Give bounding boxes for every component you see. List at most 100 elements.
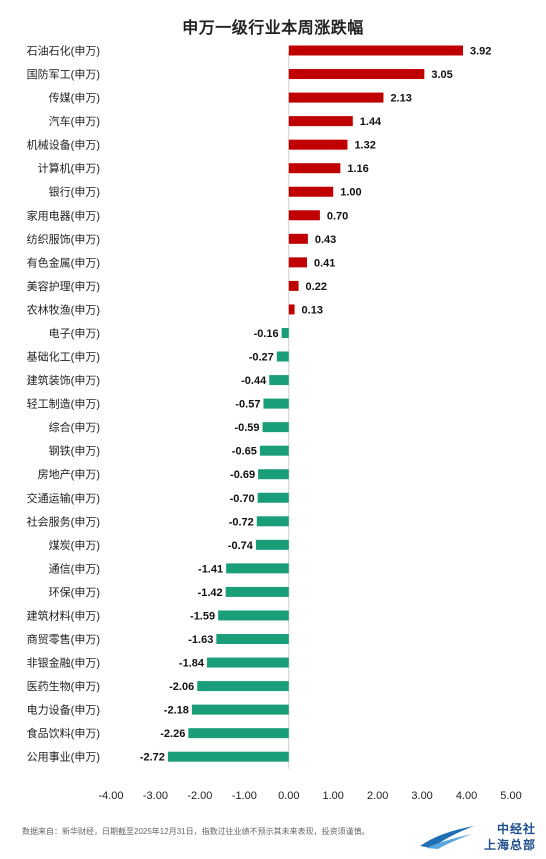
category-label: 机械设备(申万) (27, 138, 100, 152)
value-label: 1.32 (354, 140, 375, 152)
value-label: -1.42 (198, 587, 223, 599)
bar-18 (258, 469, 289, 480)
bar-3 (288, 116, 353, 127)
value-label: -1.41 (198, 563, 223, 575)
x-tick-label: 4.00 (456, 790, 477, 802)
x-tick-label: -3.00 (143, 790, 168, 802)
value-label: -2.72 (140, 752, 165, 764)
value-label: 1.16 (347, 163, 368, 175)
value-label: 2.13 (390, 93, 411, 105)
category-label: 综合(申万) (49, 420, 100, 434)
bar-9 (288, 257, 307, 268)
category-label: 社会服务(申万) (27, 514, 100, 528)
category-label: 银行(申万) (49, 185, 100, 199)
value-label: -0.74 (228, 540, 254, 552)
value-label: 0.13 (302, 304, 323, 316)
category-label: 电子(申万) (49, 327, 100, 340)
category-label: 家用电器(申万) (27, 208, 100, 222)
bar-22 (226, 563, 289, 574)
category-label: 食品饮料(申万) (27, 726, 100, 740)
value-label: -0.72 (229, 516, 254, 528)
bar-17 (259, 445, 289, 456)
category-label: 非银金融(申万) (27, 656, 100, 670)
bar-10 (288, 280, 299, 291)
value-label: -1.59 (190, 610, 215, 622)
data-source-note: 数据来自：新华财经，日期截至2025年12月31日，指数过往业绩不预示其未来表现… (22, 827, 370, 836)
bar-24 (218, 610, 289, 621)
category-label: 钢铁(申万) (49, 445, 100, 458)
category-label: 商贸零售(申万) (27, 632, 100, 646)
value-label: -1.84 (179, 658, 205, 670)
bar-16 (262, 422, 289, 433)
category-label: 国防军工(申万) (27, 67, 100, 81)
x-tick-label: -1.00 (232, 790, 257, 802)
value-label: -0.65 (232, 446, 257, 458)
category-label: 轻工制造(申万) (27, 397, 100, 411)
value-label: 0.70 (327, 210, 348, 222)
bar-13 (276, 351, 289, 362)
bar-29 (188, 728, 289, 739)
category-label: 石油石化(申万) (27, 44, 100, 58)
value-label: -0.69 (230, 469, 255, 481)
value-label: -0.59 (234, 422, 259, 434)
value-label: 0.41 (314, 257, 335, 269)
bar-11 (288, 304, 295, 315)
category-label: 环保(申万) (49, 585, 100, 599)
value-label: 0.43 (315, 234, 336, 246)
bar-6 (288, 186, 334, 197)
bar-4 (288, 139, 348, 150)
category-label: 农林牧渔(申万) (27, 302, 100, 316)
bar-5 (288, 163, 341, 174)
value-label: 1.00 (340, 187, 361, 199)
value-label: -2.26 (160, 728, 185, 740)
category-label: 建筑装饰(申万) (27, 373, 100, 387)
x-tick-label: 5.00 (500, 790, 521, 802)
value-label: -2.18 (164, 705, 189, 717)
x-tick-label: -2.00 (187, 790, 212, 802)
value-label: -0.57 (235, 399, 260, 411)
bar-0 (288, 45, 463, 56)
bar-20 (256, 516, 289, 527)
x-tick-label: 0.00 (278, 790, 299, 802)
logo-line2: 上海总部 (483, 838, 536, 852)
bar-12 (281, 327, 289, 338)
category-label: 建筑材料(申万) (27, 608, 100, 622)
category-label: 交通运输(申万) (27, 491, 100, 505)
bar-7 (288, 210, 320, 221)
bar-2 (288, 92, 384, 103)
bar-1 (288, 69, 425, 80)
value-label: 0.22 (306, 281, 327, 293)
category-label: 基础化工(申万) (27, 350, 100, 364)
category-label: 传媒(申万) (49, 92, 100, 105)
bar-25 (216, 634, 289, 644)
bar-28 (191, 704, 289, 715)
bar-14 (269, 375, 289, 386)
value-label: 1.44 (360, 116, 382, 128)
value-label: -0.27 (249, 352, 274, 364)
publisher-logo: 中经社 上海总部 (418, 818, 536, 852)
category-label: 美容护理(申万) (27, 279, 100, 293)
category-label: 煤炭(申万) (49, 539, 100, 552)
bar-15 (263, 398, 289, 409)
x-tick-label: 1.00 (323, 790, 344, 802)
bar-27 (197, 681, 289, 692)
value-label: 3.92 (470, 46, 491, 58)
value-label: -0.44 (241, 375, 267, 387)
bar-30 (167, 751, 289, 762)
logo-swoosh-icon (420, 826, 474, 849)
category-label: 医药生物(申万) (27, 679, 100, 693)
x-tick-label: 3.00 (411, 790, 432, 802)
logo-line1: 中经社 (496, 822, 536, 836)
category-label: 计算机(申万) (38, 161, 100, 175)
chart-title: 申万一级行业本周涨跌幅 (182, 20, 364, 37)
category-label: 纺织服饰(申万) (27, 232, 100, 246)
category-label: 公用事业(申万) (27, 751, 100, 764)
category-label: 有色金属(申万) (27, 255, 100, 269)
bar-23 (225, 586, 289, 597)
x-tick-label: -4.00 (98, 790, 123, 802)
bar-chart: 石油石化(申万) 3.92 国防军工(申万) 3.05 传媒(申万) 2.13 汽车(申万)… (27, 44, 522, 803)
bar-19 (257, 492, 289, 503)
x-tick-label: 2.00 (367, 790, 388, 802)
category-label: 电力设备(申万) (27, 703, 100, 717)
value-label: -0.16 (254, 328, 279, 340)
